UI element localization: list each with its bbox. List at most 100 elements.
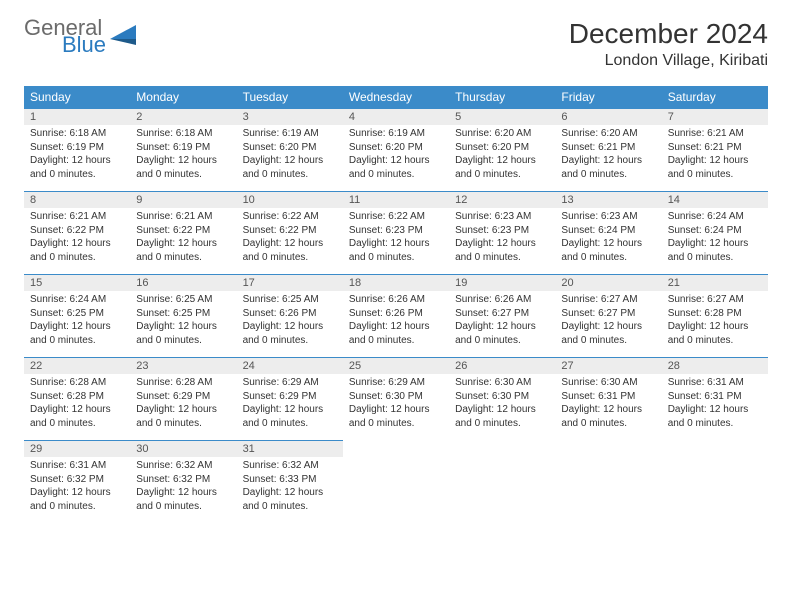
sunset-line: Sunset: 6:21 PM — [561, 142, 635, 153]
daylight-line: Daylight: 12 hours and 0 minutes. — [668, 155, 749, 180]
sunset-line: Sunset: 6:19 PM — [30, 142, 104, 153]
daylight-line: Daylight: 12 hours and 0 minutes. — [30, 155, 111, 180]
day-number-cell: 27 — [555, 358, 661, 375]
day-number-cell: 11 — [343, 192, 449, 209]
daylight-line: Daylight: 12 hours and 0 minutes. — [561, 321, 642, 346]
day-info-cell: Sunrise: 6:20 AMSunset: 6:20 PMDaylight:… — [449, 125, 555, 192]
sunset-line: Sunset: 6:33 PM — [243, 474, 317, 485]
sunrise-line: Sunrise: 6:23 AM — [455, 211, 531, 222]
day-info-cell: Sunrise: 6:22 AMSunset: 6:22 PMDaylight:… — [237, 208, 343, 275]
daylight-line: Daylight: 12 hours and 0 minutes. — [30, 321, 111, 346]
sunset-line: Sunset: 6:25 PM — [30, 308, 104, 319]
daylight-line: Daylight: 12 hours and 0 minutes. — [136, 321, 217, 346]
day-info-cell: Sunrise: 6:28 AMSunset: 6:28 PMDaylight:… — [24, 374, 130, 441]
sunset-line: Sunset: 6:20 PM — [455, 142, 529, 153]
logo-text: General Blue — [24, 18, 106, 56]
daylight-line: Daylight: 12 hours and 0 minutes. — [30, 404, 111, 429]
day-info-cell: Sunrise: 6:26 AMSunset: 6:26 PMDaylight:… — [343, 291, 449, 358]
day-number-cell: 7 — [662, 109, 768, 126]
daylight-line: Daylight: 12 hours and 0 minutes. — [668, 404, 749, 429]
sunrise-line: Sunrise: 6:25 AM — [243, 294, 319, 305]
sunset-line: Sunset: 6:32 PM — [136, 474, 210, 485]
day-header-row: SundayMondayTuesdayWednesdayThursdayFrid… — [24, 86, 768, 109]
week-info-row: Sunrise: 6:18 AMSunset: 6:19 PMDaylight:… — [24, 125, 768, 192]
daylight-line: Daylight: 12 hours and 0 minutes. — [455, 238, 536, 263]
sunset-line: Sunset: 6:30 PM — [455, 391, 529, 402]
sunrise-line: Sunrise: 6:21 AM — [136, 211, 212, 222]
day-info-cell: Sunrise: 6:27 AMSunset: 6:27 PMDaylight:… — [555, 291, 661, 358]
sunset-line: Sunset: 6:29 PM — [243, 391, 317, 402]
daylight-line: Daylight: 12 hours and 0 minutes. — [136, 404, 217, 429]
sunset-line: Sunset: 6:29 PM — [136, 391, 210, 402]
day-info-cell: Sunrise: 6:27 AMSunset: 6:28 PMDaylight:… — [662, 291, 768, 358]
daylight-line: Daylight: 12 hours and 0 minutes. — [455, 404, 536, 429]
sunrise-line: Sunrise: 6:19 AM — [349, 128, 425, 139]
sunrise-line: Sunrise: 6:32 AM — [136, 460, 212, 471]
sunset-line: Sunset: 6:27 PM — [561, 308, 635, 319]
day-number-cell: 13 — [555, 192, 661, 209]
sunset-line: Sunset: 6:19 PM — [136, 142, 210, 153]
daylight-line: Daylight: 12 hours and 0 minutes. — [136, 487, 217, 512]
sunrise-line: Sunrise: 6:30 AM — [561, 377, 637, 388]
logo-word-blue: Blue — [62, 35, 106, 56]
sunrise-line: Sunrise: 6:32 AM — [243, 460, 319, 471]
logo-triangle-icon — [110, 25, 136, 50]
day-info-cell: Sunrise: 6:31 AMSunset: 6:32 PMDaylight:… — [24, 457, 130, 523]
day-info-cell: Sunrise: 6:25 AM Sunset: 6:26 PM Daylight:… — [237, 291, 343, 358]
sunrise-line: Sunrise: 6:27 AM — [668, 294, 744, 305]
daylight-line: Daylight: 12 hours and 0 minutes. — [243, 321, 324, 346]
daylight-line: Daylight: 12 hours and 0 minutes. — [349, 321, 430, 346]
day-number-cell: 25 — [343, 358, 449, 375]
day-info-cell: Sunrise: 6:23 AMSunset: 6:23 PMDaylight:… — [449, 208, 555, 275]
sunset-line: Sunset: 6:22 PM — [243, 225, 317, 236]
day-info-cell: Sunrise: 6:19 AM Sunset: 6:20 PM Daylight:… — [237, 125, 343, 192]
sunrise-line: Sunrise: 6:19 AM — [243, 128, 319, 139]
day-header: Sunday — [24, 86, 130, 109]
daylight-line: Daylight: 12 hours and 0 minutes. — [561, 155, 642, 180]
week-info-row: Sunrise: 6:31 AM Sunset: 6:32 PM Daylight:… — [24, 457, 768, 523]
calendar-table: SundayMondayTuesdayWednesdayThursdayFrid… — [24, 86, 768, 523]
daylight-line: Daylight: 12 hours and 0 minutes. — [136, 238, 217, 263]
sunrise-line: Sunrise: 6:23 AM — [561, 211, 637, 222]
sunset-line: Sunset: 6:31 PM — [668, 391, 742, 402]
location: London Village, Kiribati — [569, 52, 768, 70]
sunrise-line: Sunrise: 6:31 AM — [30, 460, 106, 471]
daylight-line: Daylight: 12 hours and 0 minutes. — [561, 404, 642, 429]
sunrise-line: Sunrise: 6:22 AM — [349, 211, 425, 222]
day-number-cell: 26 — [449, 358, 555, 375]
day-info-cell: Sunrise: 6:26 AMSunset: 6:27 PMDaylight:… — [449, 291, 555, 358]
day-number-cell: 20 — [555, 275, 661, 292]
sunset-line: Sunset: 6:31 PM — [561, 391, 635, 402]
daylight-line: Daylight: 12 hours and 0 minutes. — [455, 155, 536, 180]
sunset-line: Sunset: 6:24 PM — [668, 225, 742, 236]
sunset-line: Sunset: 6:22 PM — [136, 225, 210, 236]
day-header: Wednesday — [343, 86, 449, 109]
daylight-line: Daylight: 12 hours and 0 minutes. — [30, 487, 111, 512]
day-number-cell: 6 — [555, 109, 661, 126]
daylight-line: Daylight: 12 hours and 0 minutes. — [349, 238, 430, 263]
sunrise-line: Sunrise: 6:25 AM — [136, 294, 212, 305]
sunrise-line: Sunrise: 6:28 AM — [30, 377, 106, 388]
daylight-line: Daylight: 12 hours and 0 minutes. — [561, 238, 642, 263]
day-number-cell: 2 — [130, 109, 236, 126]
sunrise-line: Sunrise: 6:21 AM — [668, 128, 744, 139]
day-number-cell: 28 — [662, 358, 768, 375]
day-number-cell: 14 — [662, 192, 768, 209]
day-number-cell: 31 — [237, 441, 343, 458]
day-info-cell: Sunrise: 6:20 AMSunset: 6:21 PMDaylight:… — [555, 125, 661, 192]
sunset-line: Sunset: 6:26 PM — [243, 308, 317, 319]
sunset-line: Sunset: 6:24 PM — [561, 225, 635, 236]
day-number-cell: 17 — [237, 275, 343, 292]
week-info-row: Sunrise: 6:24 AMSunset: 6:25 PMDaylight:… — [24, 291, 768, 358]
week-daynum-row: 15161718192021 — [24, 275, 768, 292]
day-number-cell: 18 — [343, 275, 449, 292]
day-info-cell: Sunrise: 6:23 AM Sunset: 6:24 PM Daylight:… — [555, 208, 661, 275]
day-number-cell — [555, 441, 661, 458]
sunrise-line: Sunrise: 6:24 AM — [668, 211, 744, 222]
week-info-row: Sunrise: 6:21 AM Sunset: 6:22 PM Daylight:… — [24, 208, 768, 275]
sunset-line: Sunset: 6:20 PM — [243, 142, 317, 153]
week-daynum-row: 293031 — [24, 441, 768, 458]
sunset-line: Sunset: 6:27 PM — [455, 308, 529, 319]
day-info-cell: Sunrise: 6:29 AMSunset: 6:29 PMDaylight:… — [237, 374, 343, 441]
daylight-line: Daylight: 12 hours and 0 minutes. — [243, 155, 324, 180]
